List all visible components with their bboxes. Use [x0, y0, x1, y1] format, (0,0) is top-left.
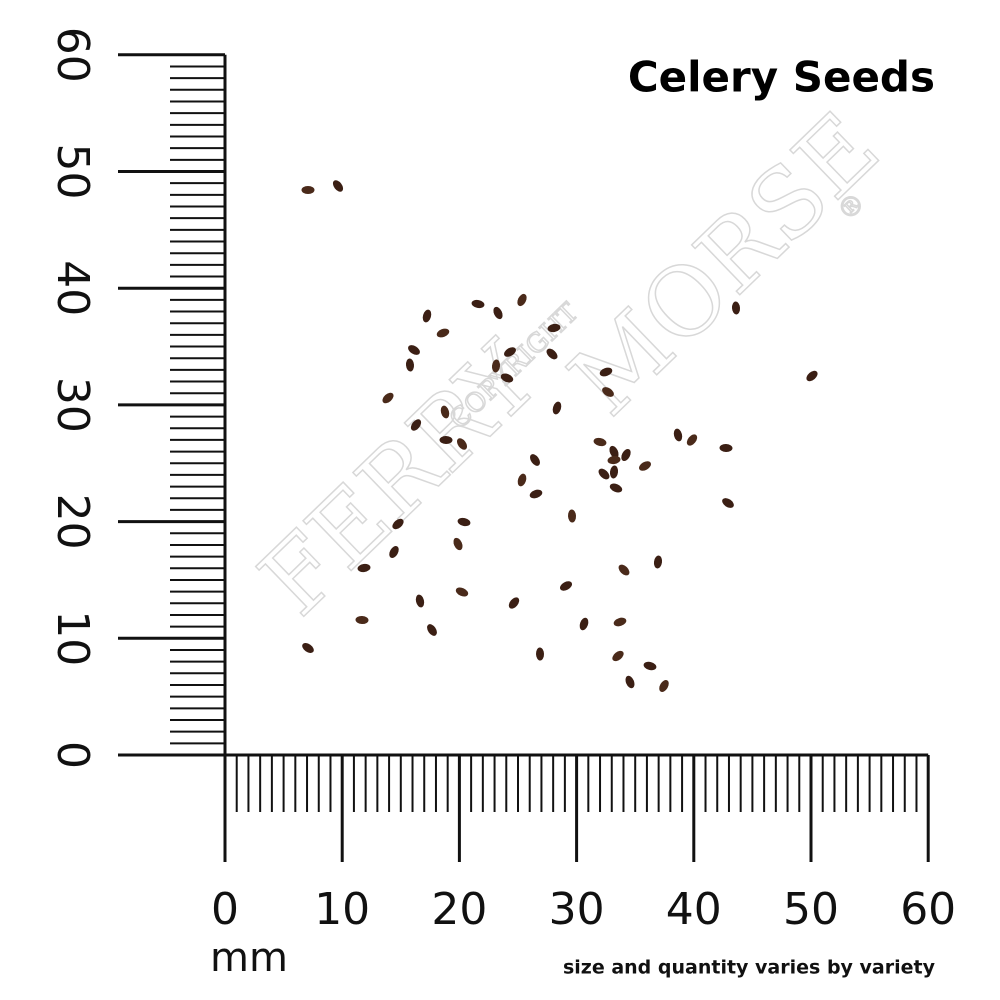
seed [357, 563, 371, 573]
seed [609, 445, 619, 459]
seed [405, 358, 415, 372]
horizontal-tick-label: 10 [314, 884, 370, 935]
seed [618, 564, 630, 576]
seed [422, 309, 432, 323]
seed [440, 405, 450, 419]
seed [612, 650, 624, 662]
seed [415, 594, 425, 608]
seed [455, 587, 469, 597]
seed [529, 489, 543, 499]
seed [500, 373, 514, 383]
seed [453, 537, 463, 551]
seed [599, 367, 613, 377]
seed [456, 438, 468, 450]
seed [491, 359, 501, 373]
seed [508, 597, 520, 609]
seed [535, 647, 545, 661]
seed [653, 555, 663, 569]
seed [659, 680, 669, 692]
horizontal-tick-label: 0 [211, 884, 239, 935]
seed [643, 661, 657, 671]
seed [621, 448, 631, 462]
horizontal-tick-label: 20 [431, 884, 487, 935]
unit-label: mm [210, 935, 288, 981]
seed [530, 454, 540, 466]
seed [546, 348, 558, 360]
seed [719, 443, 733, 453]
seed [471, 299, 485, 309]
seed [602, 387, 614, 397]
seed [439, 435, 453, 445]
seed [639, 461, 651, 471]
seed [609, 465, 619, 479]
seed [355, 615, 369, 625]
horizontal-tick-label: 60 [900, 884, 956, 935]
seed [389, 545, 399, 559]
seed [673, 428, 683, 442]
seed [382, 392, 394, 404]
seed [806, 370, 818, 382]
seed [410, 419, 422, 431]
seed [436, 328, 450, 338]
seed [504, 347, 516, 357]
horizontal-tick-label: 50 [783, 884, 839, 935]
seed [547, 323, 561, 333]
seed [517, 293, 527, 307]
title: Celery Seeds [628, 53, 935, 102]
seed [559, 581, 573, 591]
seed [392, 518, 404, 530]
vertical-tick-label: 10 [47, 610, 98, 666]
rulers: 0 10 20 30 40 50 60 0 10 20 30 40 50 60 [47, 27, 956, 935]
vertical-tick-label: 30 [47, 377, 98, 433]
seed [567, 509, 577, 523]
seed [686, 434, 698, 446]
horizontal-tick-label: 30 [549, 884, 605, 935]
horizontal-tick-label: 40 [666, 884, 722, 935]
seed [493, 306, 503, 320]
seed [552, 401, 562, 415]
seed [332, 180, 344, 192]
seed [593, 437, 607, 447]
seed [598, 468, 610, 480]
vertical-tick-label: 0 [47, 741, 98, 769]
note: size and quantity varies by variety [563, 957, 936, 979]
seed [302, 643, 314, 653]
seed [427, 624, 437, 636]
vertical-tick-label: 50 [47, 144, 98, 200]
vertical-tick-label: 40 [47, 260, 98, 316]
seed [731, 301, 741, 315]
seeds [301, 180, 818, 692]
seed [301, 186, 315, 194]
seed [625, 675, 635, 689]
seed [517, 473, 527, 487]
seed [408, 345, 420, 355]
seed [722, 498, 734, 508]
seed [457, 517, 471, 527]
seed [607, 455, 621, 465]
seed [613, 617, 627, 627]
seed [609, 483, 623, 493]
vertical-tick-label: 20 [47, 494, 98, 550]
seed [579, 617, 589, 631]
vertical-tick-label: 60 [47, 27, 98, 83]
